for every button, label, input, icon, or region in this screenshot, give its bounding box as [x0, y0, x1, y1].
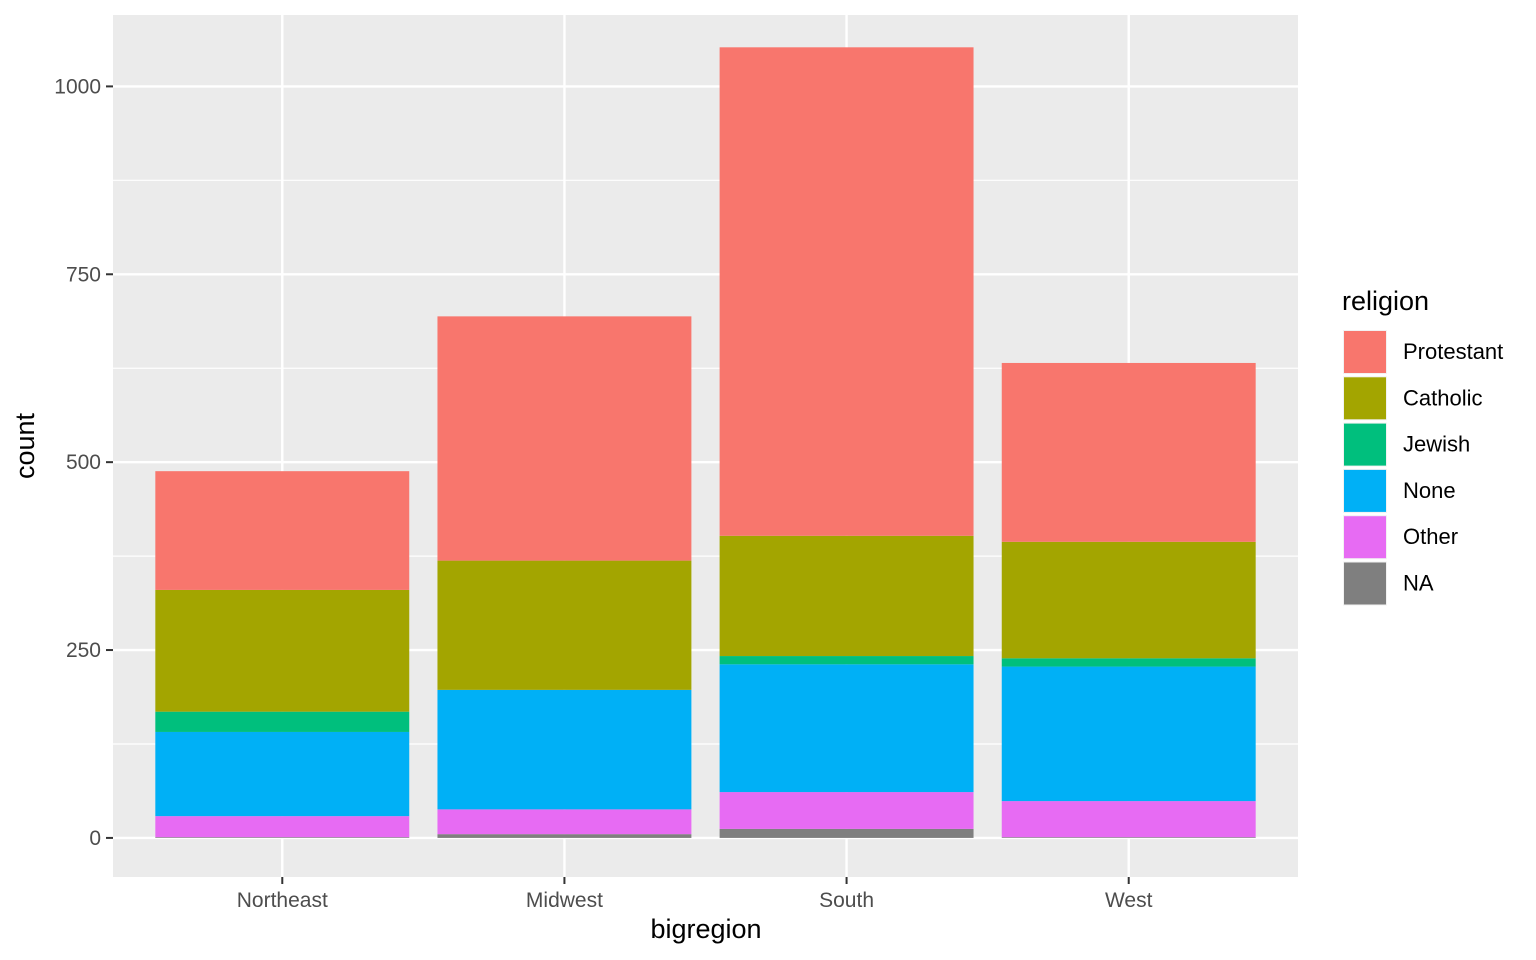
- y-tick-label: 1000: [54, 75, 101, 98]
- bar-segment-northeast-catholic: [155, 589, 410, 712]
- legend-label-catholic: Catholic: [1403, 385, 1482, 410]
- y-axis-title: count: [10, 412, 40, 479]
- legend-label-jewish: Jewish: [1403, 432, 1470, 457]
- legend-label-na: NA: [1403, 571, 1434, 596]
- legend-label-none: None: [1403, 478, 1456, 503]
- x-tick-label: South: [819, 889, 874, 912]
- bar-segment-northeast-none: [155, 731, 410, 817]
- bar-segment-west-other: [1001, 801, 1256, 838]
- bar-segment-northeast-na: [155, 837, 410, 838]
- bar-segment-northeast-jewish: [155, 711, 410, 732]
- y-tick-label: 250: [66, 639, 101, 662]
- legend-swatch-jewish: [1344, 423, 1386, 466]
- legend-swatch-none: [1344, 469, 1386, 512]
- x-tick-label: West: [1105, 889, 1153, 912]
- y-tick-label: 0: [89, 827, 101, 850]
- bar-segment-midwest-none: [437, 689, 692, 810]
- x-tick-label: Northeast: [237, 889, 328, 912]
- legend-title: religion: [1342, 286, 1429, 316]
- bar-segment-south-none: [719, 664, 974, 793]
- bar-segment-south-other: [719, 792, 974, 829]
- y-axis: 0 250 500 750 1000: [54, 75, 113, 850]
- bar-segment-west-none: [1001, 666, 1256, 802]
- bar-segment-south-catholic: [719, 535, 974, 657]
- legend-swatch-catholic: [1344, 377, 1386, 420]
- bar-segment-south-protestant: [719, 47, 974, 536]
- y-tick-label: 500: [66, 451, 101, 474]
- bar-segment-northeast-other: [155, 816, 410, 838]
- bar-segment-midwest-protestant: [437, 316, 692, 561]
- legend-label-protestant: Protestant: [1403, 339, 1503, 364]
- bar-segment-south-jewish: [719, 656, 974, 665]
- legend: religion Protestant Catholic Jewish None Oth…: [1342, 286, 1503, 606]
- bar-segment-west-na: [1001, 837, 1256, 838]
- x-axis: Northeast Midwest South West: [237, 877, 1153, 912]
- x-tick-label: Midwest: [526, 889, 603, 912]
- bar-segment-midwest-catholic: [437, 560, 692, 690]
- y-tick-label: 750: [66, 263, 101, 286]
- bars: [155, 47, 1256, 838]
- legend-swatch-other: [1344, 516, 1386, 559]
- bar-segment-west-jewish: [1001, 658, 1256, 667]
- legend-swatch-na: [1344, 562, 1386, 605]
- bar-segment-west-protestant: [1001, 362, 1256, 542]
- legend-label-other: Other: [1403, 524, 1458, 549]
- x-axis-title: bigregion: [650, 914, 761, 944]
- bar-segment-south-na: [719, 828, 974, 838]
- bar-segment-west-catholic: [1001, 541, 1256, 659]
- bar-segment-midwest-other: [437, 809, 692, 835]
- bar-segment-northeast-protestant: [155, 471, 410, 590]
- legend-swatch-protestant: [1344, 331, 1386, 373]
- bar-segment-midwest-na: [437, 834, 692, 838]
